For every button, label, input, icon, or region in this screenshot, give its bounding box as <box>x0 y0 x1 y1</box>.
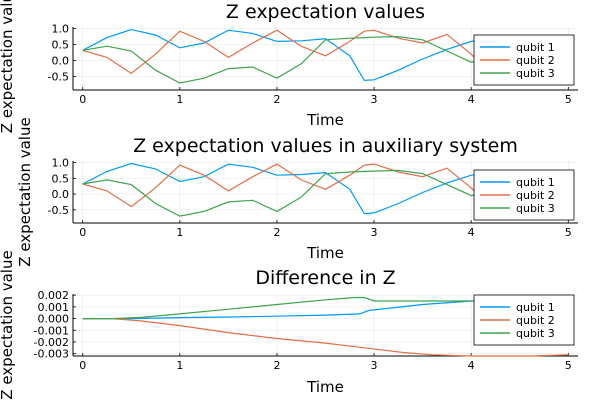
y-tick-label: 0.5 <box>52 39 70 52</box>
chart-title: Z expectation values <box>226 1 425 23</box>
y-tick-label: -0.5 <box>48 204 69 217</box>
chart-panel-2: 0 1 2 3 4 5 1.0 0.5 0.0 -0.5 Z expectation values … <box>16 117 578 267</box>
x-axis-label: Time <box>306 111 344 129</box>
legend-label: qubit 1 <box>516 176 555 189</box>
y-tick-label: 1.0 <box>52 157 70 170</box>
y-tick-label: 0.5 <box>52 172 70 185</box>
y-axis-label: Z expectation value <box>0 0 16 133</box>
x-tick-label: 5 <box>565 359 572 372</box>
x-tick-label: 2 <box>273 226 280 239</box>
x-tick-label: 4 <box>468 93 475 106</box>
x-tick-label: 0 <box>79 93 86 106</box>
x-tick-label: 5 <box>565 226 572 239</box>
legend-label: qubit 3 <box>516 202 555 215</box>
x-tick-label: 0 <box>79 226 86 239</box>
chart-panel-1: 0 1 2 3 4 5 1.0 0.5 0.0 -0.5 Z expectation values T… <box>0 0 578 133</box>
legend-label: qubit 2 <box>516 189 555 202</box>
x-tick-label: 3 <box>371 93 378 106</box>
x-tick-label: 2 <box>273 93 280 106</box>
y-tick-label: 0.0 <box>52 188 70 201</box>
y-tick-label: 0.001 <box>38 301 70 314</box>
y-tick-label: -0.001 <box>34 324 69 337</box>
legend-label: qubit 3 <box>516 67 555 80</box>
y-tick-label: 0.002 <box>38 289 70 302</box>
legend-label: qubit 3 <box>516 327 555 340</box>
legend-label: qubit 2 <box>516 314 555 327</box>
x-tick-label: 1 <box>176 226 183 239</box>
x-axis-label: Time <box>306 378 344 396</box>
x-tick-label: 1 <box>176 359 183 372</box>
x-tick-label: 2 <box>273 359 280 372</box>
y-tick-label: -0.003 <box>34 348 69 361</box>
y-tick-label: 0.000 <box>38 313 70 326</box>
chart-title: Z expectation values in auxiliary system <box>133 135 518 157</box>
x-tick-label: 0 <box>79 359 86 372</box>
legend-label: qubit 1 <box>516 301 555 314</box>
x-tick-label: 3 <box>371 226 378 239</box>
legend-label: qubit 2 <box>516 54 555 67</box>
y-axis-label: Z expectation value <box>0 250 16 399</box>
x-tick-label: 4 <box>468 226 475 239</box>
y-tick-label: -0.5 <box>48 71 69 84</box>
y-tick-label: -0.002 <box>34 336 69 349</box>
x-axis-label: Time <box>306 244 344 262</box>
x-tick-label: 5 <box>565 93 572 106</box>
x-tick-label: 1 <box>176 93 183 106</box>
y-tick-label: 1.0 <box>52 23 70 36</box>
series-line-qubit-2 <box>82 318 569 357</box>
y-axis-label: Z expectation value <box>16 117 34 266</box>
y-tick-label: 0.0 <box>52 55 70 68</box>
x-tick-label: 3 <box>371 359 378 372</box>
legend-label: qubit 1 <box>516 41 555 54</box>
chart-title: Difference in Z <box>255 267 395 289</box>
x-tick-label: 4 <box>468 359 475 372</box>
series-line-qubit-3 <box>82 296 569 320</box>
